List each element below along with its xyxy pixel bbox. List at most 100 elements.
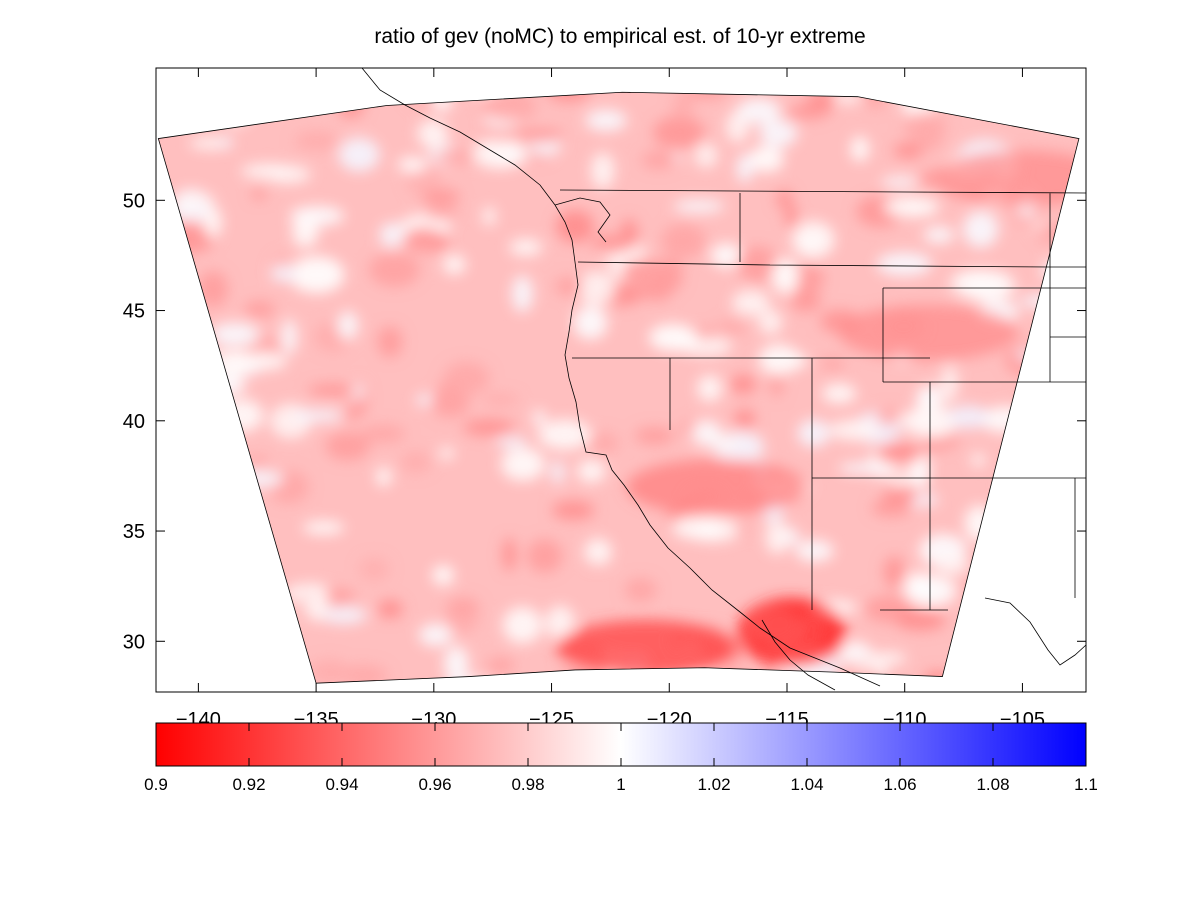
field-speckle [302,521,345,535]
field-speckle [421,189,461,205]
y-tick-label: 40 [123,411,145,433]
field-speckle [219,136,233,148]
field-speckle [515,130,565,143]
field-speckle [691,419,722,447]
field-speckle [838,462,890,474]
field-speckle [893,142,924,159]
field-speckle [759,119,798,148]
field-speckle [576,459,606,483]
field-speckle [920,384,943,409]
field-speckle [736,154,753,183]
field-speckle [748,145,784,173]
field-speckle [359,557,390,581]
field-speckle [203,206,222,239]
field-speckle [438,447,455,459]
field-speckle [621,257,666,286]
field-speckle [876,443,923,464]
field-speckle [573,305,608,340]
field-speckle [551,500,595,520]
colorbar-tick-label: 1.06 [883,775,916,794]
field-speckle [502,606,543,644]
field-speckle [936,556,969,575]
field-speckle [538,419,592,450]
field-speckle [736,523,750,536]
field-speckle [532,410,546,426]
colorbar-tick-label: 1.1 [1074,775,1098,794]
field-speckle [736,98,782,124]
field-speckle [526,539,563,573]
field-speckle [624,577,657,602]
field-speckle [320,606,368,624]
y-axis-ticks: 30 35 40 45 50 [123,190,1086,653]
field-speckle [877,407,901,426]
field-speckle [270,403,312,439]
field-speckle [360,424,406,443]
field-speckle [308,659,351,684]
field-speckle [949,405,989,429]
field-speckle [325,431,370,461]
field-speckle [641,150,677,169]
field-speckle [883,486,919,503]
field-speckle [653,116,706,150]
field-speckle [758,344,800,376]
field-speckle [903,111,947,142]
field-speckle [482,394,519,405]
field-speckle [672,92,694,121]
field-speckle [867,652,907,665]
field-speckle [715,435,736,451]
field-speckle [511,275,533,313]
field-speckle [822,383,857,404]
colorbar-tick-label: 0.94 [325,775,358,794]
field-speckle [197,271,228,307]
field-speckle [554,277,584,296]
field-speckle [734,409,756,430]
field-speckle [918,172,938,185]
field-speckle [377,326,403,358]
field-speckle [970,453,986,467]
puget-sound-coast [554,197,611,243]
field-speckle [377,600,403,618]
field-speckle [509,238,543,256]
field-speckle [710,243,743,268]
field-speckle [556,210,595,243]
field-speckle [634,427,675,445]
field-speckle [341,409,359,420]
field-speckle [876,252,933,277]
field-speckle [496,436,527,448]
field-speckle [731,290,770,316]
field-speckle [443,645,469,682]
field-speckle [820,357,845,371]
field-speckle [694,143,718,168]
field-speckle [397,157,428,172]
y-tick-label: 30 [123,631,145,653]
field-speckle [251,188,267,200]
field-speckle [376,467,391,487]
field-speckle [671,516,724,539]
west-coastline [554,204,881,687]
field-speckle [775,190,794,209]
baja-coast [761,619,836,691]
field-speckle [429,388,471,418]
field-speckle [292,409,346,422]
y-tick-label: 35 [123,521,145,543]
field-speckle [797,419,830,448]
colorbar-tick-label: 1 [616,775,625,794]
field-speckle [292,216,319,248]
field-speckle [697,375,723,402]
colorbar-tick-label: 0.9 [144,775,168,794]
field-speckle [795,540,834,562]
field-speckle [281,319,297,355]
field-speckle [791,221,835,259]
field-speckle [828,419,880,441]
field-speckle [790,289,822,312]
field-speckle [338,137,380,172]
field-speckle [771,258,799,294]
field-speckle [648,323,698,352]
field-speckle [588,431,619,455]
field-speckle [685,92,727,98]
gulf-coast [984,597,1086,666]
state-lines [559,189,1086,611]
field-speckle [500,447,545,481]
field-speckle [551,460,565,485]
